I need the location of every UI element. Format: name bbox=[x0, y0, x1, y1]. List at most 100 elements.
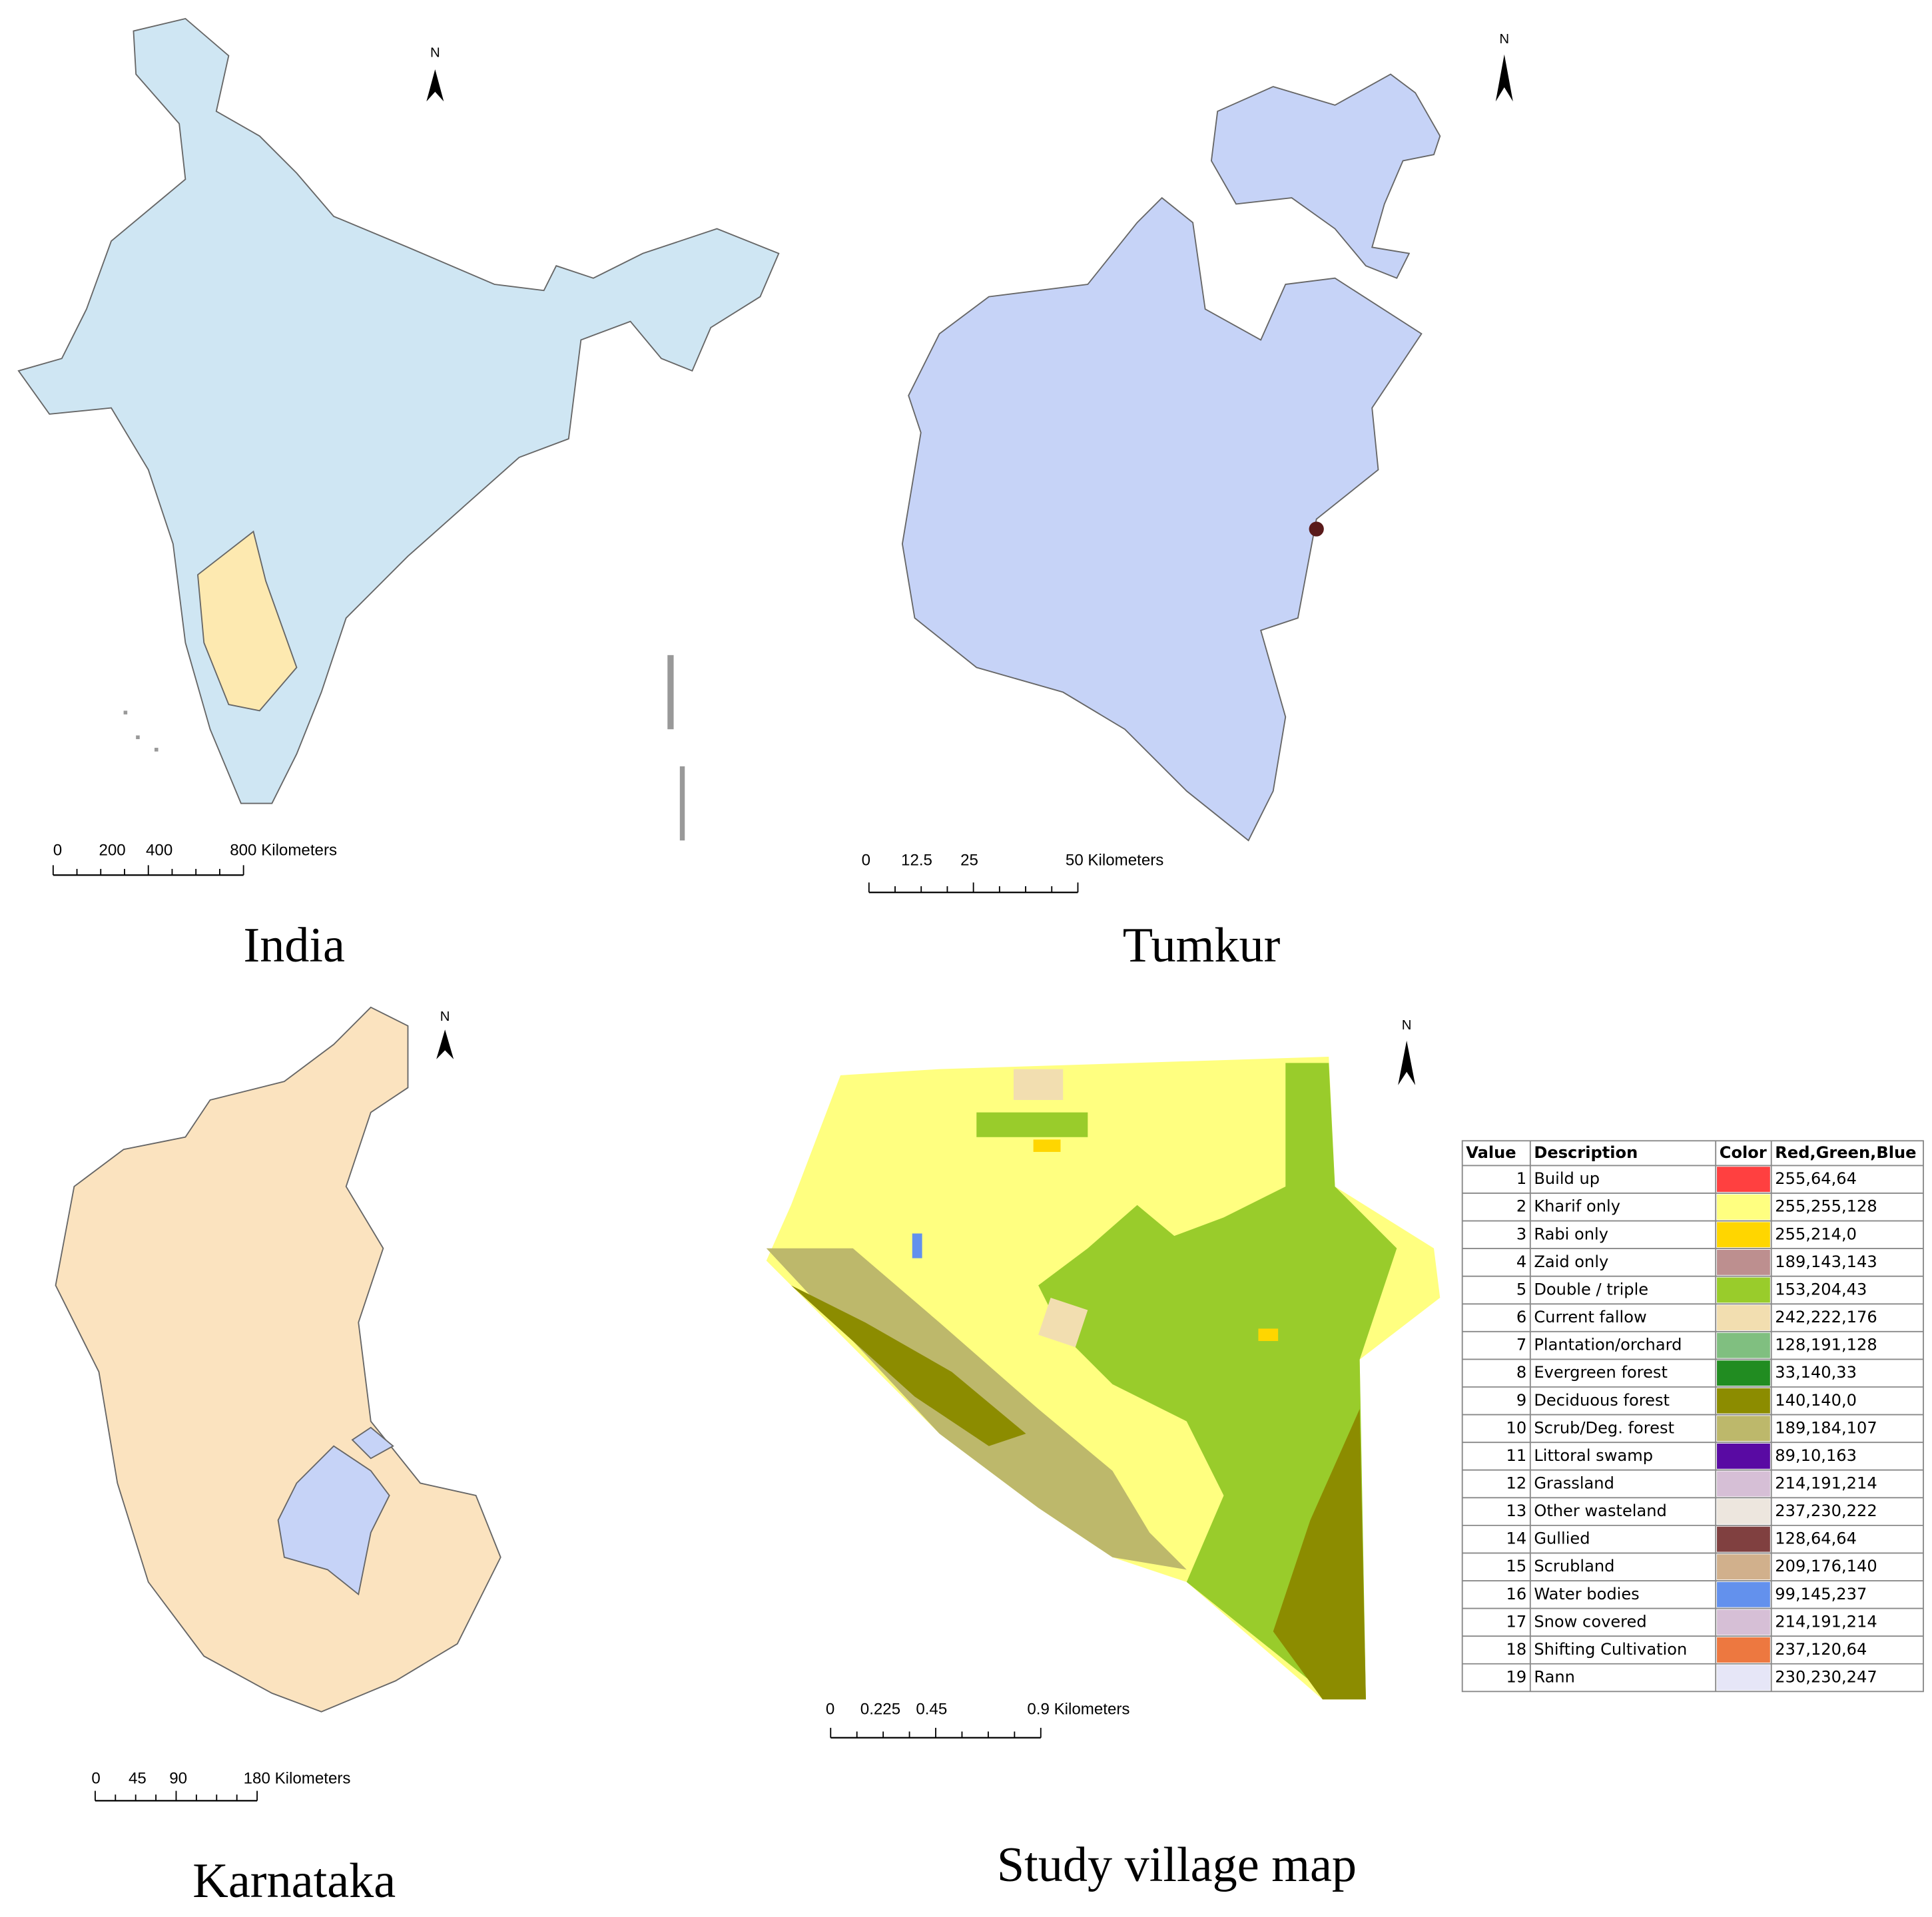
north-arrow bbox=[1495, 54, 1513, 102]
rgb-cell: 255,214,0 bbox=[1775, 1225, 1857, 1243]
description-cell: Littoral swamp bbox=[1534, 1446, 1653, 1465]
description-cell: Scrubland bbox=[1534, 1557, 1614, 1575]
description-cell: Evergreen forest bbox=[1534, 1363, 1668, 1382]
scale-label: 90 bbox=[169, 1769, 187, 1787]
karnataka-map bbox=[55, 1006, 501, 1713]
scale-label: 400 bbox=[146, 842, 172, 860]
color-swatch bbox=[1717, 1222, 1770, 1248]
scale-label: 0.225 bbox=[860, 1700, 900, 1718]
north-label: N bbox=[440, 1009, 450, 1024]
description-cell: Rann bbox=[1534, 1668, 1575, 1687]
rgb-cell: 237,230,222 bbox=[1775, 1502, 1877, 1520]
map-title: India bbox=[243, 918, 345, 973]
scale-label: 0 bbox=[862, 851, 870, 869]
rgb-cell: 189,184,107 bbox=[1775, 1418, 1877, 1437]
value-cell: 5 bbox=[1516, 1280, 1526, 1298]
scale-label: 50 Kilometers bbox=[1066, 851, 1163, 869]
description-cell: Current fallow bbox=[1534, 1308, 1646, 1326]
scale-label: 0 bbox=[826, 1700, 834, 1718]
scale-label: 12.5 bbox=[901, 851, 932, 869]
rgb-cell: 128,64,64 bbox=[1775, 1529, 1857, 1548]
scale-label: 200 bbox=[99, 842, 125, 860]
color-swatch bbox=[1717, 1499, 1770, 1525]
value-cell: 1 bbox=[1516, 1169, 1526, 1188]
color-swatch bbox=[1717, 1526, 1770, 1552]
north-arrow bbox=[1398, 1040, 1416, 1085]
rgb-cell: 237,120,64 bbox=[1775, 1640, 1867, 1659]
description-cell: Other wasteland bbox=[1534, 1502, 1667, 1520]
description-cell: Grassland bbox=[1534, 1474, 1614, 1493]
value-cell: 11 bbox=[1506, 1446, 1527, 1465]
description-cell: Rabi only bbox=[1534, 1225, 1608, 1243]
value-cell: 8 bbox=[1516, 1363, 1526, 1382]
color-swatch bbox=[1717, 1609, 1770, 1635]
description-cell: Zaid only bbox=[1534, 1252, 1608, 1271]
color-swatch bbox=[1717, 1194, 1770, 1220]
table-frame bbox=[1461, 1140, 1924, 1693]
value-cell: 17 bbox=[1506, 1612, 1527, 1631]
color-swatch bbox=[1717, 1360, 1770, 1386]
color-swatch bbox=[1717, 1471, 1770, 1497]
map-title: Study village map bbox=[997, 1838, 1357, 1892]
header-cell: Color bbox=[1720, 1143, 1767, 1162]
description-cell: Kharif only bbox=[1534, 1197, 1620, 1216]
value-cell: 18 bbox=[1506, 1640, 1527, 1659]
north-label: N bbox=[1499, 32, 1509, 47]
rgb-cell: 214,191,214 bbox=[1775, 1474, 1877, 1493]
description-cell: Shifting Cultivation bbox=[1534, 1640, 1687, 1659]
value-cell: 14 bbox=[1506, 1529, 1527, 1548]
rgb-cell: 242,222,176 bbox=[1775, 1308, 1877, 1326]
scale-label: 0.9 Kilometers bbox=[1027, 1700, 1129, 1718]
value-cell: 3 bbox=[1516, 1225, 1526, 1243]
color-swatch bbox=[1717, 1167, 1770, 1193]
rgb-cell: 89,10,163 bbox=[1775, 1446, 1857, 1465]
color-swatch bbox=[1717, 1665, 1770, 1691]
rgb-cell: 230,230,247 bbox=[1775, 1668, 1877, 1687]
scale-label: 45 bbox=[129, 1769, 147, 1787]
color-swatch bbox=[1717, 1637, 1770, 1663]
rgb-cell: 189,143,143 bbox=[1775, 1252, 1877, 1271]
value-cell: 6 bbox=[1516, 1308, 1526, 1326]
value-cell: 9 bbox=[1516, 1391, 1526, 1410]
description-cell: Plantation/orchard bbox=[1534, 1336, 1682, 1354]
rgb-cell: 33,140,33 bbox=[1775, 1363, 1857, 1382]
scale-label: 25 bbox=[960, 851, 978, 869]
color-swatch bbox=[1717, 1305, 1770, 1330]
description-cell: Build up bbox=[1534, 1169, 1600, 1188]
value-cell: 10 bbox=[1506, 1418, 1527, 1437]
north-arrow bbox=[426, 69, 444, 102]
color-swatch bbox=[1717, 1554, 1770, 1580]
description-cell: Water bodies bbox=[1534, 1585, 1639, 1603]
scale-label: 180 Kilometers bbox=[244, 1769, 351, 1787]
rgb-cell: 140,140,0 bbox=[1775, 1391, 1857, 1410]
value-cell: 2 bbox=[1516, 1197, 1526, 1216]
rgb-cell: 255,255,128 bbox=[1775, 1197, 1877, 1216]
color-swatch bbox=[1717, 1416, 1770, 1442]
value-cell: 15 bbox=[1506, 1557, 1527, 1575]
value-cell: 19 bbox=[1506, 1668, 1527, 1687]
north-arrow bbox=[436, 1029, 454, 1059]
value-cell: 16 bbox=[1506, 1585, 1527, 1603]
north-label: N bbox=[1402, 1018, 1412, 1033]
rgb-cell: 209,176,140 bbox=[1775, 1557, 1877, 1575]
value-cell: 13 bbox=[1506, 1502, 1527, 1520]
color-swatch bbox=[1717, 1249, 1770, 1275]
rgb-cell: 153,204,43 bbox=[1775, 1280, 1867, 1298]
map-title: Karnataka bbox=[192, 1854, 396, 1908]
description-cell: Deciduous forest bbox=[1534, 1391, 1670, 1410]
scale-label: 0.45 bbox=[916, 1700, 947, 1718]
legend-table: Value Description Color Red,Green,Blue 1 Buil… bbox=[1461, 1140, 1924, 1693]
header-cell: Red,Green,Blue bbox=[1775, 1143, 1916, 1162]
color-swatch bbox=[1717, 1388, 1770, 1414]
description-cell: Scrub/Deg. forest bbox=[1534, 1418, 1674, 1437]
value-cell: 12 bbox=[1506, 1474, 1527, 1493]
value-cell: 4 bbox=[1516, 1252, 1526, 1271]
header-cell: Value bbox=[1466, 1143, 1516, 1162]
description-cell: Double / triple bbox=[1534, 1280, 1648, 1298]
scale-label: 0 bbox=[53, 842, 62, 860]
rgb-cell: 214,191,214 bbox=[1775, 1612, 1877, 1631]
color-swatch bbox=[1717, 1277, 1770, 1303]
